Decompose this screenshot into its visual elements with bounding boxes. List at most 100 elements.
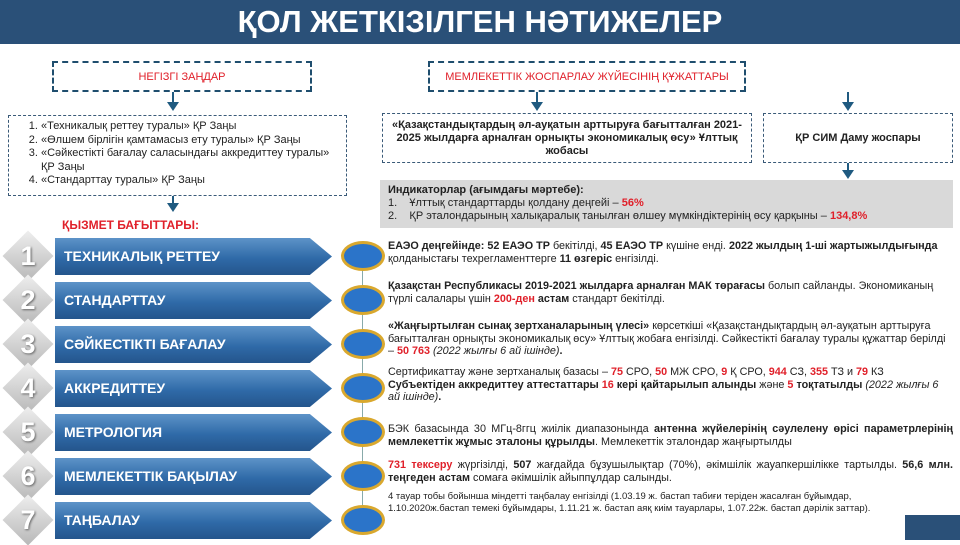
direction-number: 5: [20, 417, 36, 447]
docs-header-box: МЕМЛЕКЕТТІК ЖОСПАРЛАУ ЖҮЙЕСІНІҢ ҚҰЖАТТАР…: [428, 61, 746, 92]
direction-result-text: Сертификаттау және зертханалық базасы – …: [388, 366, 953, 404]
direction-number: 7: [20, 505, 36, 535]
result-segment: . Мемлекеттік эталондар жаңғыртылды: [595, 435, 792, 448]
result-segment: : 52 ЕАЭО ТР: [480, 240, 553, 252]
direction-number: 4: [20, 373, 36, 403]
indicator-value: 56%: [621, 197, 644, 209]
direction-3-banner[interactable]: СӘЙКЕСТІКТІ БАҒАЛАУ: [55, 326, 332, 363]
page-title: ҚОЛ ЖЕТКІЗІЛГЕН НӘТИЖЕЛЕР: [0, 0, 960, 44]
result-segment: бекітілді,: [552, 240, 601, 252]
law-item: «Өлшем бірлігін қамтамасыз ету туралы» Қ…: [41, 134, 342, 148]
arrow-down-icon: [167, 203, 179, 212]
law-item: «Техникалық реттеу туралы» ҚР Заңы: [41, 120, 342, 134]
connector: [172, 196, 174, 204]
connector: [536, 92, 538, 104]
timeline-node-icon: [341, 461, 385, 491]
direction-4-banner[interactable]: АККРЕДИТТЕУ: [55, 370, 332, 407]
connector: [172, 92, 174, 104]
connector: [847, 92, 849, 104]
result-segment: енгізілді.: [615, 252, 659, 265]
result-segment: 56,6 млн. теңгеден астам: [388, 459, 953, 484]
result-segment: 50 763: [397, 345, 434, 357]
result-segment: 731 тексеру: [388, 459, 458, 471]
timeline-node-icon: [341, 329, 385, 359]
docs-header: МЕМЛЕКЕТТІК ЖОСПАРЛАУ ЖҮЙЕСІНІҢ ҚҰЖАТТАР…: [445, 70, 729, 83]
corner-decoration: [905, 515, 960, 540]
result-segment: кері қайтарылып алынды: [616, 378, 760, 391]
indicators-title: Индикаторлар (ағымдағы мәртебе):: [388, 184, 584, 196]
result-segment: жүргізілді,: [457, 459, 514, 471]
direction-number: 6: [20, 461, 36, 491]
result-segment: 5: [787, 378, 797, 391]
result-segment: күшіне енді.: [666, 240, 729, 252]
timeline-node-icon: [341, 373, 385, 403]
result-segment: 75: [610, 366, 626, 378]
direction-result-text: ЕАЭО деңгейінде: 52 ЕАЭО ТР бекітілді, 4…: [388, 240, 953, 265]
result-segment: 79: [856, 366, 872, 378]
direction-number: 1: [20, 241, 36, 271]
sim-plan: ҚР СИМ Даму жоспары: [795, 132, 921, 144]
result-segment: 11 өзгеріс: [559, 252, 616, 265]
result-segment: 16: [601, 378, 617, 391]
result-segment: Субъектіден аккредиттеу аттестаттары: [388, 378, 602, 391]
result-segment: 355: [809, 366, 831, 378]
indicators-box: Индикаторлар (ағымдағы мәртебе): 1. Ұлтт…: [380, 180, 953, 228]
sim-plan-box: ҚР СИМ Даму жоспары: [763, 113, 953, 163]
result-segment: 200-ден: [493, 292, 538, 305]
direction-number: 3: [20, 329, 36, 359]
result-segment: жағдайда бұзушылықтар (70%), әкімшілік ж…: [536, 459, 903, 471]
result-segment: тоқтатылды: [796, 378, 866, 391]
result-segment: көрсеткіші «Қазақстандықтардың әл-ауқаты…: [388, 320, 946, 357]
laws-list-box: «Техникалық реттеу туралы» ҚР Заңы«Өлшем…: [8, 115, 347, 196]
result-segment: СЗ,: [789, 366, 810, 378]
result-segment: (2022 жылғы 6 ай ішінде): [433, 345, 560, 357]
timeline-node-icon: [341, 241, 385, 271]
result-segment: Қ СРО,: [730, 366, 769, 378]
result-segment: .: [559, 345, 563, 357]
directions-label: ҚЫЗМЕТ БАҒЫТТАРЫ:: [62, 218, 199, 232]
indicator-value: 134,8%: [829, 210, 868, 222]
result-segment: .: [438, 391, 442, 403]
result-segment: қолданыстағы техрегламенттерге: [388, 252, 560, 265]
direction-2-banner[interactable]: СТАНДАРТТАУ: [55, 282, 332, 319]
result-segment: ТЗ и: [830, 366, 857, 378]
result-segment: 507: [513, 459, 537, 471]
laws-header: НЕГІЗГІ ЗАҢДАР: [138, 70, 226, 83]
result-segment: 50: [655, 366, 671, 378]
result-segment: астам: [537, 292, 573, 305]
indicator-text: ҚР эталондарының халықаралық танылған өл…: [409, 210, 830, 222]
result-segment: ЕАЭО деңгейінде: [388, 240, 481, 252]
direction-result-text: Қазақстан Республикасы 2019-2021 жылдарғ…: [388, 280, 953, 305]
result-segment: БЭК базасында 30 МГц-8ггц жиілік диапазо…: [388, 423, 655, 435]
national-project: «Қазақстандықтардың әл-ауқатын арттыруға…: [392, 118, 742, 157]
result-segment: стандарт бекітілді.: [572, 292, 665, 305]
indicator-item: 1. Ұлттық стандарттарды қолдану деңгейі …: [388, 197, 644, 209]
timeline-node-icon: [341, 505, 385, 535]
direction-7-banner[interactable]: ТАҢБАЛАУ: [55, 502, 332, 539]
direction-result-text: «Жаңғыртылған сынақ зертханаларының үлес…: [388, 320, 953, 358]
result-segment: 944: [768, 366, 790, 378]
arrow-down-icon: [167, 102, 179, 111]
result-segment: (2022 жылғы 6 ай ішінде): [388, 378, 939, 404]
result-segment: КЗ: [871, 366, 884, 378]
arrow-down-icon: [842, 102, 854, 111]
result-segment: СРО,: [625, 366, 656, 378]
result-segment: 4 тауар тобы бойынша міндетті таңбалау е…: [388, 491, 871, 514]
direction-result-text: БЭК базасында 30 МГц-8ггц жиілік диапазо…: [388, 423, 953, 448]
arrow-down-icon: [842, 170, 854, 179]
direction-number: 2: [20, 285, 36, 315]
result-segment: Қазақстан Республикасы 2019-2021 жылдарғ…: [388, 280, 768, 292]
result-segment: Сертификаттау және зертханалық базасы –: [388, 366, 611, 378]
arrow-down-icon: [531, 102, 543, 111]
indicator-text: Ұлттық стандарттарды қолдану деңгейі –: [409, 197, 622, 209]
direction-5-banner[interactable]: МЕТРОЛОГИЯ: [55, 414, 332, 451]
timeline-node-icon: [341, 417, 385, 447]
result-segment: 9: [721, 366, 731, 378]
result-segment: 2022 жылдың 1-ші жартыжылдығында: [728, 240, 938, 252]
result-segment: болып сайланды. Экономиканың түрлі салал…: [388, 280, 934, 305]
direction-1-banner[interactable]: ТЕХНИКАЛЫҚ РЕТТЕУ: [55, 238, 332, 275]
result-segment: сомаға әкімшілік айыппұлдар салынды.: [472, 471, 672, 484]
result-segment: және: [759, 378, 788, 391]
connector: [847, 163, 849, 171]
direction-6-banner[interactable]: МЕМЛЕКЕТТІК БАҚЫЛАУ: [55, 458, 332, 495]
